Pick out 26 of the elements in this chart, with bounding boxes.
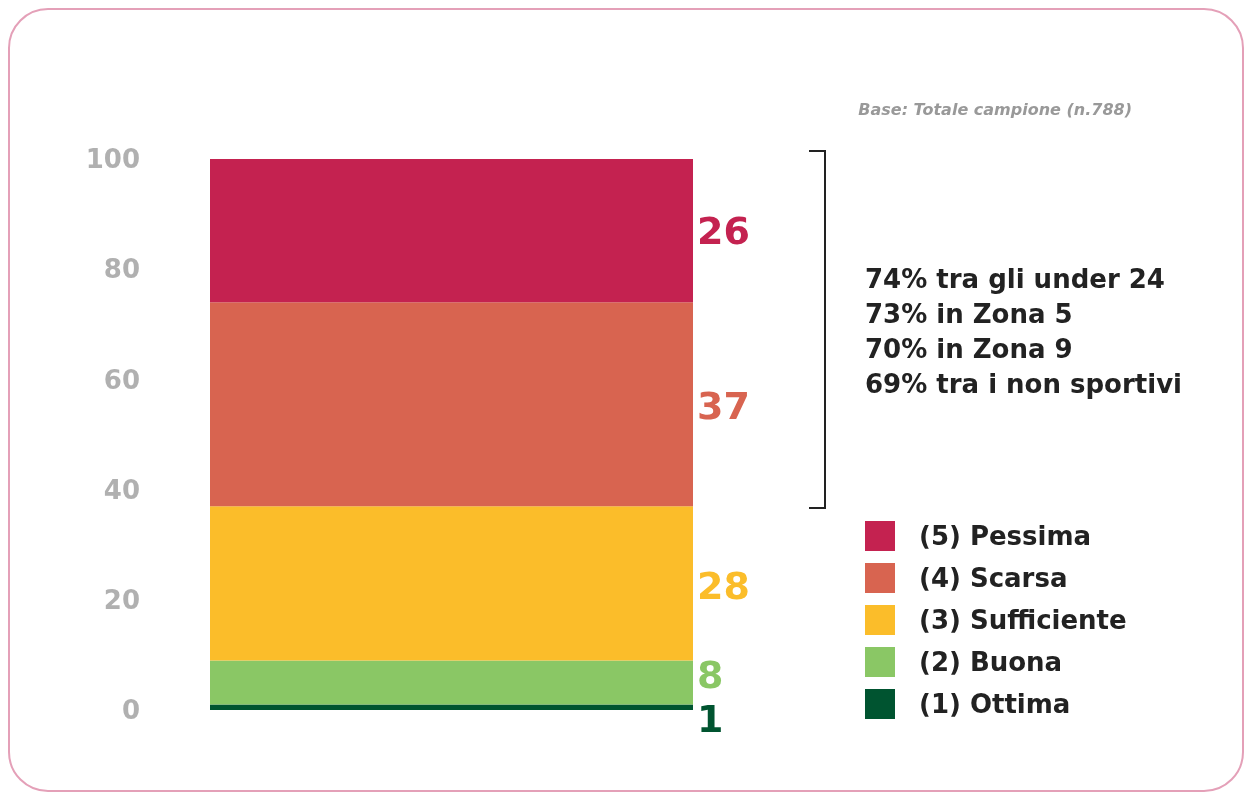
text: 73% in Zona 5: [865, 298, 1074, 331]
legend-label: (1) Ottima: [919, 689, 1071, 719]
bar: [210, 704, 693, 710]
bar: [210, 302, 693, 507]
y-tick-label: 60: [103, 364, 140, 395]
bar: [210, 506, 693, 661]
legend-label: (3) Sufficiente: [919, 605, 1127, 635]
legend-label: (5) Pessima: [919, 521, 1092, 551]
data-label: 1: [697, 697, 724, 742]
y-tick-label: 40: [103, 474, 140, 505]
y-tick-label: 0: [121, 695, 140, 726]
y-tick-label: 80: [103, 254, 140, 285]
legend-label: (2) Buona: [919, 647, 1063, 677]
bar: [210, 660, 693, 705]
data-label: 37: [697, 383, 750, 428]
bar: [210, 159, 693, 303]
y-tick-label: 20: [103, 585, 140, 616]
legend-label: (4) Scarsa: [919, 563, 1068, 593]
data-label: 8: [697, 653, 724, 698]
y-tick-label: 100: [85, 144, 140, 175]
text: 69% tra i non sportivi: [865, 368, 1183, 401]
data-label: 26: [697, 209, 750, 254]
text: 74% tra gli under 24: [865, 263, 1166, 296]
text: Base: Totale campione (n.788): [858, 100, 1132, 119]
data-label: 28: [697, 564, 750, 609]
text: 70% in Zona 9: [865, 333, 1074, 366]
